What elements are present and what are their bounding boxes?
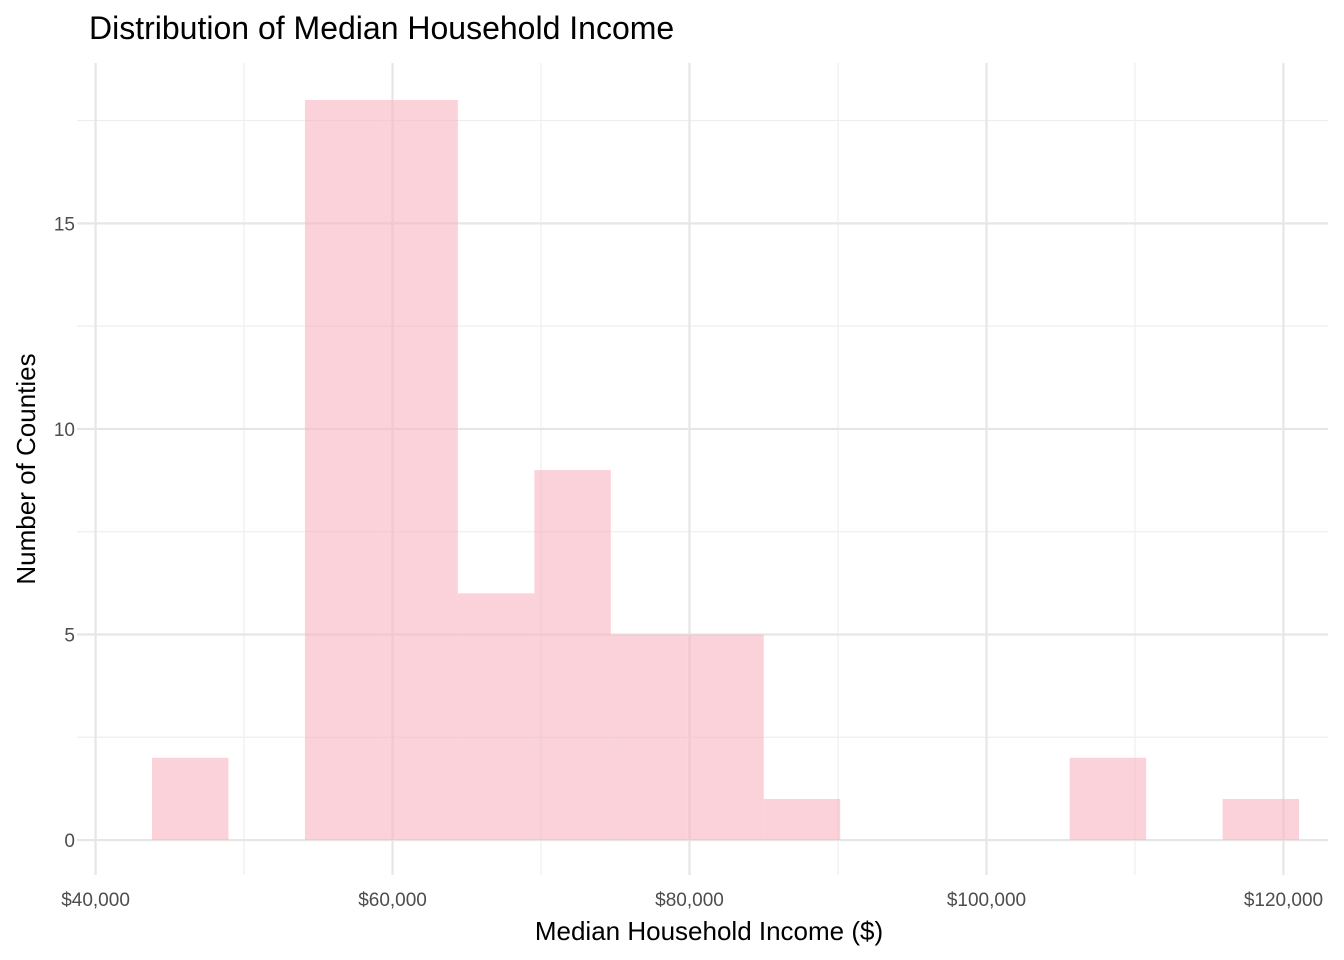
chart-title: Distribution of Median Household Income: [89, 10, 674, 46]
histogram-bar: [534, 470, 611, 841]
x-axis-ticks: $40,000 $60,000 $80,000 $100,000 $120,000: [61, 890, 1323, 911]
y-tick-label: 15: [54, 214, 75, 235]
y-axis-title: Number of Counties: [11, 353, 41, 584]
x-tick-label: $80,000: [655, 890, 724, 911]
y-tick-label: 10: [54, 420, 75, 441]
histogram-bar: [304, 100, 382, 841]
histogram-bar: [1069, 757, 1147, 841]
histogram-bar: [687, 634, 764, 841]
x-axis-title: Median Household Income ($): [535, 916, 883, 946]
x-tick-label: $100,000: [947, 890, 1026, 911]
bars: [151, 100, 1300, 841]
histogram-bar: [763, 798, 841, 841]
x-tick-label: $40,000: [61, 890, 130, 911]
histogram-bar: [381, 100, 458, 841]
x-tick-label: $60,000: [358, 890, 427, 911]
y-axis-ticks: 0 5 10 15: [54, 214, 75, 852]
histogram-bar: [457, 593, 535, 841]
histogram-bar: [151, 757, 229, 841]
y-tick-label: 0: [64, 831, 75, 852]
y-tick-label: 5: [64, 625, 75, 646]
x-tick-label: $120,000: [1244, 890, 1323, 911]
histogram-bar: [1222, 798, 1300, 841]
histogram-bar: [610, 634, 688, 841]
